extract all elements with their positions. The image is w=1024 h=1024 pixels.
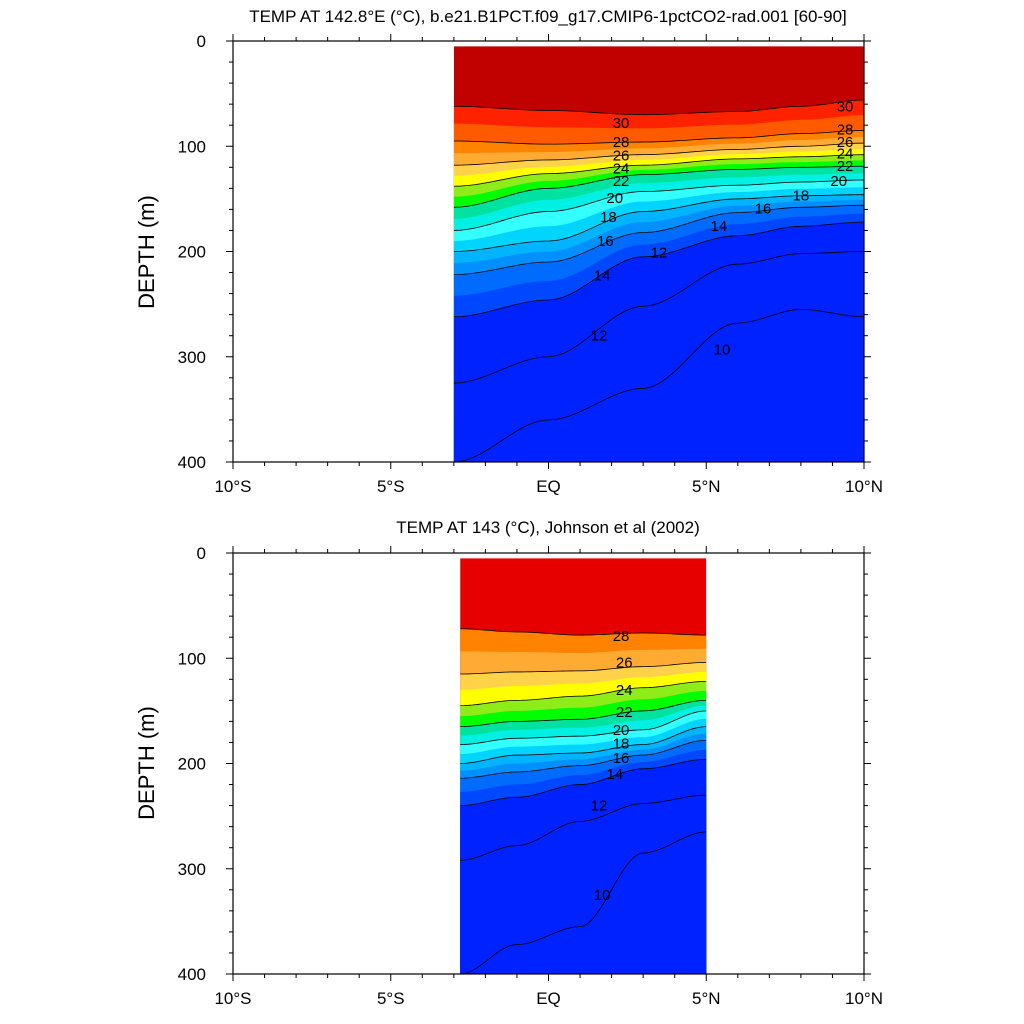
contour-label: 18: [613, 736, 630, 753]
contour-line-20: [453, 179, 864, 231]
contour-label: 28: [613, 628, 630, 645]
contour-label: 26: [837, 134, 854, 151]
x-tick-label: 5°S: [377, 477, 405, 496]
band-fill-10-1: [460, 863, 707, 974]
y-tick-label: 200: [178, 755, 206, 774]
contour-line-14: [460, 758, 707, 806]
y-tick-label: 100: [178, 649, 206, 668]
contour-lines: [453, 99, 864, 462]
contour-line-14: [453, 221, 864, 318]
contour-line-30: [453, 99, 864, 116]
contour-label: 16: [613, 750, 630, 767]
y-tick-label: 0: [197, 32, 206, 51]
filled-bands: [460, 558, 707, 974]
y-tick-label: 0: [197, 544, 206, 563]
contour-label: 14: [606, 766, 623, 783]
x-tick-label: 10°S: [214, 477, 251, 496]
filled-bands: [453, 46, 864, 462]
contour-line-24: [453, 154, 864, 187]
contour-label: 12: [651, 245, 668, 262]
contour-line-20: [460, 710, 707, 745]
panel-model: TEMP AT 142.8°E (°C), b.e21.B1PCT.f09_g1…: [134, 7, 883, 496]
contour-label: 20: [606, 190, 623, 207]
contour-label: 16: [755, 200, 772, 217]
y-tick-label: 400: [178, 965, 206, 984]
contour-line-10: [453, 309, 864, 462]
panel-observations: TEMP AT 143 (°C), Johnson et al (2002) D…: [134, 518, 883, 1008]
y-tick-label: 100: [178, 137, 206, 156]
contour-label: 28: [613, 134, 630, 151]
x-tick-label: 5°N: [692, 989, 721, 1008]
contour-label: 26: [616, 654, 633, 671]
contour-line-18: [453, 194, 864, 252]
contour-label: 20: [830, 173, 847, 190]
contour-line-26: [453, 142, 864, 166]
contour-label: 18: [793, 188, 810, 205]
contour-label: 16: [597, 233, 614, 250]
x-tick-label: 10°N: [845, 477, 883, 496]
x-tick-label: 5°S: [377, 989, 405, 1008]
contour-lines: [460, 628, 707, 974]
y-tick-label: 400: [178, 453, 206, 472]
contour-line-12: [460, 794, 707, 861]
x-tick-label: 10°N: [845, 989, 883, 1008]
contour-label: 12: [591, 328, 608, 345]
y-tick-label: 300: [178, 860, 206, 879]
contour-label: 10: [714, 341, 731, 358]
contour-label: 14: [711, 218, 728, 235]
contour-label: 28: [837, 121, 854, 138]
contour-label: 22: [837, 158, 854, 175]
contour-line-28: [460, 628, 707, 636]
x-tick-label: EQ: [536, 989, 561, 1008]
contour-line-18: [460, 726, 707, 764]
y-tick-label: 200: [178, 243, 206, 262]
y-tick-label: 300: [178, 348, 206, 367]
contour-line-26: [460, 662, 707, 675]
y-axis-label: DEPTH (m): [134, 195, 159, 309]
chart-title: TEMP AT 142.8°E (°C), b.e21.B1PCT.f09_g1…: [249, 7, 847, 26]
contour-label: 14: [594, 268, 611, 285]
contour-label: 22: [613, 173, 630, 190]
contour-label: 30: [613, 115, 630, 132]
x-tick-label: 5°N: [692, 477, 721, 496]
y-axis-label: DEPTH (m): [134, 706, 159, 820]
contour-label: 24: [613, 160, 630, 177]
x-tick-label: 10°S: [214, 989, 251, 1008]
contour-label: 20: [613, 722, 630, 739]
contour-line-28: [453, 130, 864, 145]
contour-label: 22: [616, 704, 633, 721]
contour-line-16: [460, 739, 707, 779]
contour-line-22: [460, 699, 707, 728]
contour-label: 12: [591, 798, 608, 815]
contour-line-24: [460, 681, 707, 707]
contour-line-22: [453, 165, 864, 208]
contour-label: 30: [837, 98, 854, 115]
contour-label: 10: [594, 887, 611, 904]
contour-line-10: [460, 831, 707, 974]
contour-line-16: [453, 204, 864, 276]
contour-label: 24: [837, 146, 854, 163]
contour-line-12: [453, 251, 864, 384]
contour-label: 24: [616, 682, 633, 699]
contour-label: 18: [600, 209, 617, 226]
chart-title: TEMP AT 143 (°C), Johnson et al (2002): [396, 518, 700, 537]
band-fill-10-1: [517, 340, 864, 462]
contour-label: 26: [613, 148, 630, 165]
x-tick-label: EQ: [536, 477, 561, 496]
